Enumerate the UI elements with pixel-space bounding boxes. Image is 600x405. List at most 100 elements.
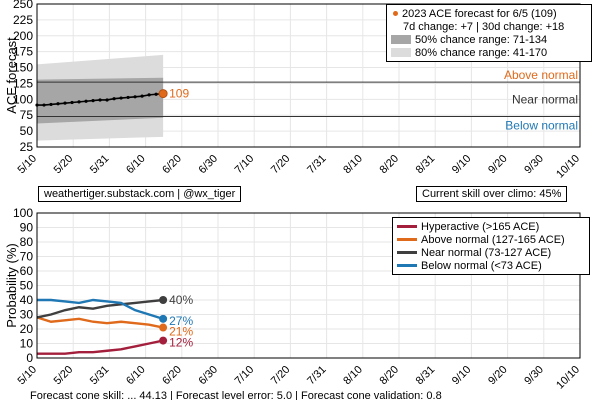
bottom-x-tick-label: 8/20 (377, 364, 401, 388)
bottom-legend-label: Hyperactive (>165 ACE) (421, 220, 540, 233)
bottom-y-tick-label: 100 (13, 206, 33, 220)
top-x-tick-label: 6/30 (196, 153, 220, 177)
bottom-y-tick-label: 50 (20, 279, 34, 293)
top-x-tick-label: 7/20 (269, 153, 293, 177)
top-y-tick-label: 175 (13, 45, 33, 59)
bottom-y-tick-label: 10 (20, 337, 34, 351)
bottom-legend-label: Below normal (<73 ACE) (421, 259, 542, 272)
bottom-x-tick-label: 7/20 (269, 364, 293, 388)
probability-series-line (37, 339, 164, 355)
ace-forecast-point (91, 99, 95, 103)
ace-forecast-point (98, 98, 102, 102)
band50-swatch-icon (391, 35, 411, 44)
ace-forecast-point (112, 97, 116, 101)
top-x-tick-label: 8/20 (377, 153, 401, 177)
bottom-y-tick-label: 70 (20, 250, 34, 264)
bottom-y-tick-label: 80 (20, 235, 34, 249)
top-x-tick-label: 9/30 (522, 153, 546, 177)
probability-end-label: 12% (169, 336, 193, 350)
bottom-legend-item: Below normal (<73 ACE) (397, 259, 585, 272)
top-legend-change: 7d change: +7 | 30d change: +18 (391, 20, 587, 33)
top-x-tick-label: 5/20 (52, 153, 76, 177)
probability-endpoint (159, 296, 168, 304)
ace-forecast-point (70, 100, 74, 105)
probability-endpoint (159, 314, 168, 323)
ace-forecast-point (154, 92, 158, 96)
bottom-y-axis-label: Probability (%) (4, 243, 19, 328)
probability-end-label: 27% (169, 314, 193, 328)
ace-forecast-point (63, 101, 67, 105)
probability-endpoint (159, 323, 168, 332)
near-normal-label: Near normal (512, 92, 578, 106)
bottom-y-tick-label: 20 (20, 322, 34, 336)
ace-forecast-point (119, 96, 123, 100)
top-x-tick-label: 7/31 (305, 153, 329, 177)
top-x-tick-label: 10/10 (554, 153, 582, 181)
top-x-tick-label: 8/31 (414, 153, 438, 177)
probability-series-line (37, 298, 164, 320)
top-y-axis-label: ACE forecast (4, 37, 19, 114)
probability-end-label: 21% (169, 325, 193, 339)
bottom-x-tick-label: 9/30 (522, 364, 546, 388)
bottom-x-tick-label: 9/20 (486, 364, 510, 388)
bottom-y-tick-label: 60 (20, 264, 34, 278)
ace-forecast-point (42, 103, 46, 107)
bottom-x-tick-label: 5/10 (15, 364, 39, 388)
below-normal-label: Below normal (505, 118, 578, 132)
top-y-tick-label: 100 (13, 92, 33, 106)
bottom-x-tick-label: 7/10 (233, 364, 257, 388)
top-x-tick-label: 8/10 (341, 153, 365, 177)
ace-forecast-point (126, 95, 130, 100)
footer-text: Forecast cone skill: ... 44.13 | Forecas… (30, 390, 442, 400)
top-x-tick-label: 5/31 (88, 153, 112, 177)
top-y-tick-label: 150 (13, 61, 33, 75)
bottom-legend-label: Near normal (73-127 ACE) (421, 246, 552, 259)
probability-end-label: 40% (169, 293, 193, 307)
top-x-tick-label: 7/10 (233, 153, 257, 177)
top-y-tick-label: 125 (13, 76, 33, 90)
bottom-x-tick-label: 5/31 (88, 364, 112, 388)
below-normal-swatch-icon (397, 264, 417, 267)
bottom-legend-label: Above normal (127-165 ACE) (421, 233, 565, 246)
ace-forecast-point (140, 94, 144, 98)
ace-forecast-point (84, 99, 88, 103)
top-legend-band50: 50% chance range: 71-134 (391, 33, 587, 46)
above-normal-swatch-icon (397, 238, 417, 241)
skill-box: Current skill over climo: 45% (416, 186, 568, 202)
above-normal-label: Above normal (504, 68, 578, 82)
top-x-tick-label: 6/20 (160, 153, 184, 177)
top-legend-forecast: 2023 ACE forecast for 6/5 (109) (391, 7, 587, 20)
top-x-tick-label: 5/10 (15, 153, 39, 177)
band80-swatch-icon (391, 48, 411, 57)
top-y-tick-label: 200 (13, 29, 33, 43)
ace-forecast-point (49, 102, 53, 107)
bottom-legend: Hyperactive (>165 ACE) Above normal (127… (392, 217, 590, 275)
probability-series-line (36, 316, 164, 329)
ace-forecast-point (77, 100, 81, 104)
probability-endpoint (159, 336, 168, 345)
bottom-legend-item: Hyperactive (>165 ACE) (397, 220, 585, 233)
bottom-x-tick-label: 8/31 (414, 364, 438, 388)
source-credit: weathertiger.substack.com | @wx_tiger (38, 186, 242, 202)
bottom-x-tick-label: 5/20 (52, 364, 76, 388)
top-legend-change-label: 7d change: +7 | 30d change: +18 (403, 20, 565, 33)
bottom-x-tick-label: 6/20 (160, 364, 184, 388)
bottom-legend-item: Near normal (73-127 ACE) (397, 246, 585, 259)
bottom-x-tick-label: 6/30 (196, 364, 220, 388)
bottom-plot-frame (36, 212, 581, 359)
ace-forecast-point (105, 98, 109, 102)
top-x-tick-label: 6/10 (124, 153, 148, 177)
bottom-y-tick-label: 0 (26, 351, 33, 365)
top-legend-forecast-label: 2023 ACE forecast for 6/5 (109) (402, 7, 557, 20)
top-legend: 2023 ACE forecast for 6/5 (109) 7d chang… (386, 4, 592, 62)
probability-series-line (36, 298, 164, 319)
bottom-x-tick-label: 7/31 (305, 364, 329, 388)
ace-forecast-point (56, 102, 60, 106)
bottom-y-tick-label: 30 (20, 308, 34, 322)
bottom-x-tick-label: 8/10 (341, 364, 365, 388)
top-x-tick-label: 9/10 (450, 153, 474, 177)
bottom-chart: 5/10 5/20 5/31 6/10 6/20 6/30 7/10 7/20 7/31 8/10… (4, 206, 582, 392)
ace-forecast-point (147, 93, 151, 97)
bottom-x-tick-label: 10/10 (554, 364, 582, 392)
hyperactive-swatch-icon (397, 225, 417, 228)
